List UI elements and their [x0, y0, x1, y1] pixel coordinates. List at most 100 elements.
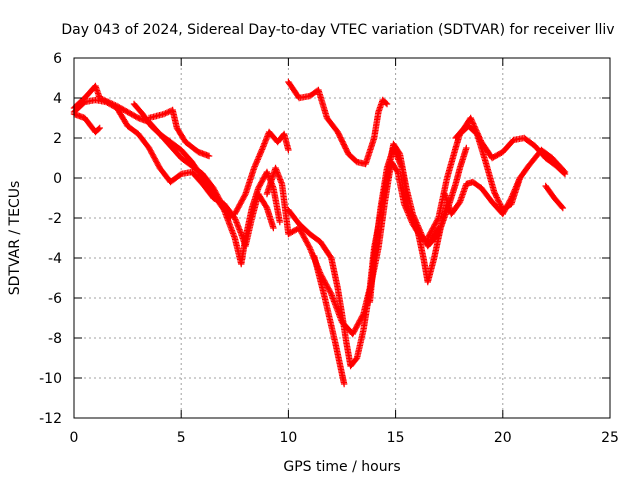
data-point — [512, 184, 519, 192]
data-point — [400, 200, 408, 208]
data-point — [257, 149, 265, 156]
data-point — [270, 224, 277, 232]
data-point — [334, 128, 341, 136]
data-point — [510, 190, 517, 197]
data-series — [542, 182, 567, 212]
plot-frame — [73, 57, 611, 419]
data-point — [472, 126, 479, 133]
data-point — [493, 192, 500, 200]
data-point — [395, 156, 402, 163]
data-point — [412, 220, 419, 227]
data-point — [476, 135, 484, 143]
data-point — [256, 151, 263, 159]
data-point — [383, 100, 391, 108]
data-point — [514, 179, 522, 186]
data-point — [390, 144, 397, 152]
data-series — [310, 252, 348, 388]
data-point — [336, 132, 343, 140]
data-point — [343, 148, 351, 155]
data-point — [513, 181, 521, 189]
data-point — [162, 110, 169, 117]
x-tick-label: 20 — [494, 430, 512, 446]
data-point — [411, 219, 418, 226]
data-point — [393, 153, 401, 160]
data-point — [469, 120, 477, 127]
data-point — [412, 221, 420, 229]
data-series — [452, 114, 569, 178]
data-point — [343, 146, 350, 154]
data-point — [469, 119, 476, 126]
data-point — [258, 147, 265, 155]
data-point — [410, 217, 418, 225]
data-point — [476, 134, 483, 141]
y-tick-label: -10 — [39, 371, 62, 387]
data-point — [163, 109, 171, 116]
y-axis-tick-labels: -12 -10 -8 -6 -4 -2 0 2 4 6 — [39, 51, 62, 427]
x-tick-label: 25 — [601, 430, 619, 446]
data-point — [255, 153, 263, 160]
data-point — [251, 163, 258, 170]
data-point — [467, 114, 474, 122]
data-point — [473, 128, 481, 136]
data-point — [398, 163, 405, 170]
data-point — [227, 214, 234, 222]
data-point — [515, 177, 522, 185]
data-point — [507, 196, 514, 203]
data-series — [145, 106, 213, 160]
data-point — [407, 209, 414, 216]
data-point — [252, 160, 260, 167]
chart-title: Day 043 of 2024, Sidereal Day-to-day VTE… — [61, 22, 614, 38]
data-point — [496, 201, 504, 208]
data-point — [560, 169, 568, 177]
data-point — [513, 183, 520, 190]
data-series — [366, 144, 470, 306]
data-point — [250, 164, 258, 172]
data-point — [561, 170, 569, 178]
data-point — [396, 159, 403, 166]
data-point — [255, 154, 262, 162]
data-point — [160, 110, 168, 118]
data-point — [516, 174, 524, 182]
data-point — [494, 195, 501, 203]
data-point — [408, 211, 415, 219]
data-point — [393, 167, 401, 174]
x-tick-label: 10 — [279, 430, 297, 446]
data-point — [463, 144, 470, 152]
data-point — [508, 194, 515, 202]
data-point — [410, 216, 417, 223]
data-point — [241, 192, 249, 199]
data-point — [335, 131, 343, 138]
y-tick-label: 0 — [53, 171, 62, 187]
x-tick-label: 5 — [177, 430, 186, 446]
data-series — [424, 122, 569, 242]
data-point — [253, 159, 260, 166]
y-axis-title: SDTVAR / TECUs — [7, 181, 23, 296]
data-point — [205, 152, 213, 160]
y-tick-label: -2 — [48, 211, 62, 227]
data-point — [492, 191, 499, 198]
data-series — [285, 158, 442, 370]
data-point — [471, 123, 478, 130]
data-point — [475, 131, 482, 139]
y-tick-label: -4 — [48, 251, 62, 267]
data-point — [285, 146, 292, 154]
data-point — [394, 154, 401, 162]
data-point — [342, 145, 349, 152]
data-point — [335, 130, 342, 137]
data-point — [337, 135, 345, 143]
data-point — [509, 191, 516, 199]
data-series — [441, 174, 524, 218]
data-point — [395, 157, 403, 165]
data-point — [405, 206, 413, 213]
data-point — [339, 138, 346, 145]
data-point — [491, 190, 499, 197]
y-tick-label: 6 — [53, 51, 62, 67]
data-point — [258, 146, 266, 153]
data-point — [338, 137, 345, 144]
data-point — [413, 223, 420, 230]
data-point — [392, 150, 400, 157]
data-point — [408, 213, 416, 220]
data-point — [341, 143, 349, 151]
data-point — [468, 117, 476, 125]
